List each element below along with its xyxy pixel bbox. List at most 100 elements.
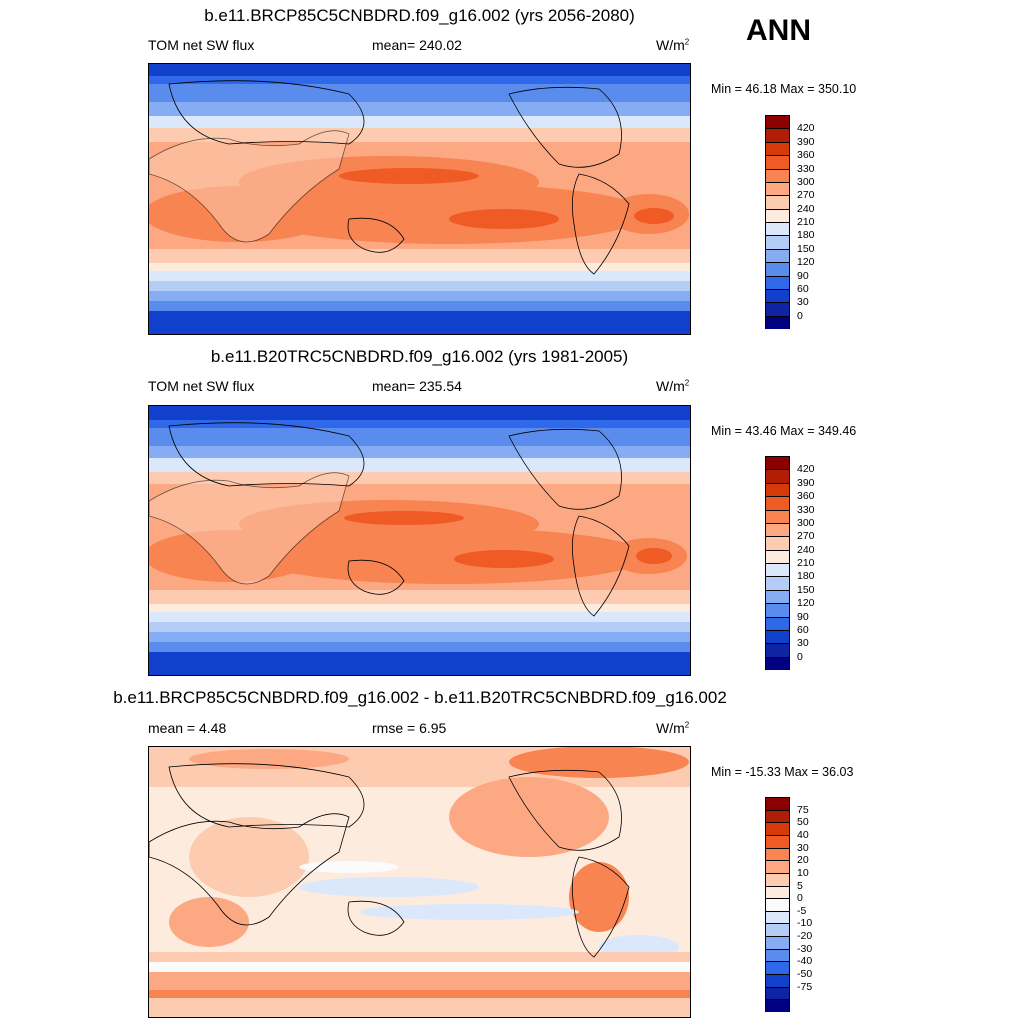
colorbar-box (765, 222, 790, 236)
panel-1-colorbar: 420 390 360 330 300 270 240 210 180 150 120 90 60 30 0 (765, 115, 845, 329)
colorbar-label: -40 (797, 955, 813, 968)
colorbar-box (765, 643, 790, 657)
panel-1-map (148, 63, 691, 335)
colorbar-box (765, 536, 790, 550)
colorbar-box (765, 986, 790, 1000)
colorbar-box (765, 248, 790, 263)
colorbar-box (765, 936, 790, 949)
panel-2-colorbar: 420 390 360 330 300 270 240 210 180 150 120 90 60 30 0 (765, 456, 845, 670)
colorbar-box (765, 948, 790, 962)
colorbar-label: 390 (797, 135, 815, 148)
colorbar-box (765, 115, 790, 129)
colorbar-box (765, 141, 790, 156)
colorbar-box (765, 275, 790, 289)
colorbar-box (765, 910, 790, 924)
colorbar-box (765, 923, 790, 937)
colorbar-label: 120 (797, 597, 815, 610)
colorbar-label: 90 (797, 269, 809, 282)
colorbar-label: 330 (797, 503, 815, 516)
colorbar-label: 300 (797, 516, 815, 529)
colorbar-box (765, 155, 790, 169)
panel-1-units: W/m2 (656, 37, 690, 53)
colorbar-label: 300 (797, 175, 815, 188)
colorbar-box (765, 847, 790, 861)
colorbar-label: 180 (797, 229, 815, 242)
panel-2-map (148, 405, 691, 676)
colorbar-box (765, 834, 790, 848)
colorbar-box (765, 482, 790, 497)
colorbar-label: 75 (797, 803, 809, 816)
colorbar-label: 420 (797, 122, 815, 135)
colorbar-label: 10 (797, 866, 809, 879)
colorbar-box (765, 288, 790, 303)
colorbar-box (765, 885, 790, 899)
colorbar-label: 240 (797, 202, 815, 215)
colorbar-box (765, 563, 790, 577)
colorbar-box (765, 616, 790, 630)
colorbar-box (765, 872, 790, 886)
panel-1-variable-label: TOM net SW flux (148, 37, 255, 53)
panel-3-map (148, 746, 691, 1018)
colorbar-box (765, 469, 790, 483)
colorbar-label: 30 (797, 637, 809, 650)
colorbar-label: 360 (797, 149, 815, 162)
panel-3-min-max: Min = -15.33 Max = 36.03 (711, 765, 854, 779)
colorbar-box (765, 235, 790, 249)
colorbar-label: 5 (797, 879, 803, 892)
panel-1-mean-label: mean= 240.02 (372, 37, 462, 53)
colorbar-box (765, 522, 790, 537)
panel-3-colorbar: 75 50 40 30 20 10 5 0 -5 -10 -20 -30 -40 -50 -75 (765, 797, 845, 1012)
colorbar-box (765, 181, 790, 196)
colorbar-box (765, 496, 790, 510)
colorbar-label: 270 (797, 530, 815, 543)
colorbar-label: -5 (797, 904, 807, 917)
panel-2-mean-label: mean= 235.54 (372, 378, 462, 394)
colorbar-box (765, 629, 790, 644)
colorbar-label: 120 (797, 256, 815, 269)
colorbar-label: 20 (797, 854, 809, 867)
colorbar-box (765, 509, 790, 523)
colorbar-box (765, 576, 790, 590)
colorbar-box (765, 549, 790, 563)
colorbar-label: 150 (797, 242, 815, 255)
colorbar-label: 60 (797, 282, 809, 295)
colorbar-box (765, 974, 790, 987)
colorbar-box (765, 456, 790, 470)
colorbar-box (765, 302, 790, 316)
colorbar-box (765, 168, 790, 182)
colorbar-box (765, 603, 790, 617)
panel-3-title: b.e11.BRCP85C5CNBDRD.f09_g16.002 - b.e11… (113, 688, 727, 707)
colorbar-box (765, 809, 790, 823)
panel-2-min-max: Min = 43.46 Max = 349.46 (711, 424, 857, 438)
panel-2-variable-label: TOM net SW flux (148, 378, 255, 394)
panel-3-mean-label: mean = 4.48 (148, 720, 227, 736)
colorbar-box (765, 315, 790, 329)
colorbar-box (765, 656, 790, 670)
colorbar-label: 330 (797, 162, 815, 175)
colorbar-label: -20 (797, 930, 813, 943)
colorbar-box (765, 797, 790, 810)
colorbar-box (765, 860, 790, 873)
colorbar-label: -30 (797, 942, 813, 955)
panel-2-units: W/m2 (656, 378, 690, 394)
colorbar-box (765, 898, 790, 911)
panel-1-title: b.e11.BRCP85C5CNBDRD.f09_g16.002 (yrs 20… (204, 6, 635, 25)
panel-2-title: b.e11.B20TRC5CNBDRD.f09_g16.002 (yrs 198… (210, 347, 629, 366)
season-label: ANN (746, 14, 811, 47)
colorbar-label: 60 (797, 623, 809, 636)
colorbar-label: 50 (797, 816, 809, 829)
colorbar-label: 180 (797, 570, 815, 583)
panel-3-rmse-label: rmse = 6.95 (372, 720, 447, 736)
panel-1-min-max: Min = 46.18 Max = 350.10 (711, 82, 857, 96)
colorbar-label: 90 (797, 610, 809, 623)
colorbar-label: 270 (797, 189, 815, 202)
colorbar-label: 150 (797, 583, 815, 596)
colorbar-label: 0 (797, 892, 803, 905)
colorbar-box (765, 262, 790, 276)
colorbar-label: 0 (797, 650, 803, 663)
colorbar-label: 0 (797, 309, 803, 322)
colorbar-box (765, 208, 790, 222)
colorbar-label: 390 (797, 476, 815, 489)
colorbar-label: 360 (797, 490, 815, 503)
colorbar-box (765, 195, 790, 209)
